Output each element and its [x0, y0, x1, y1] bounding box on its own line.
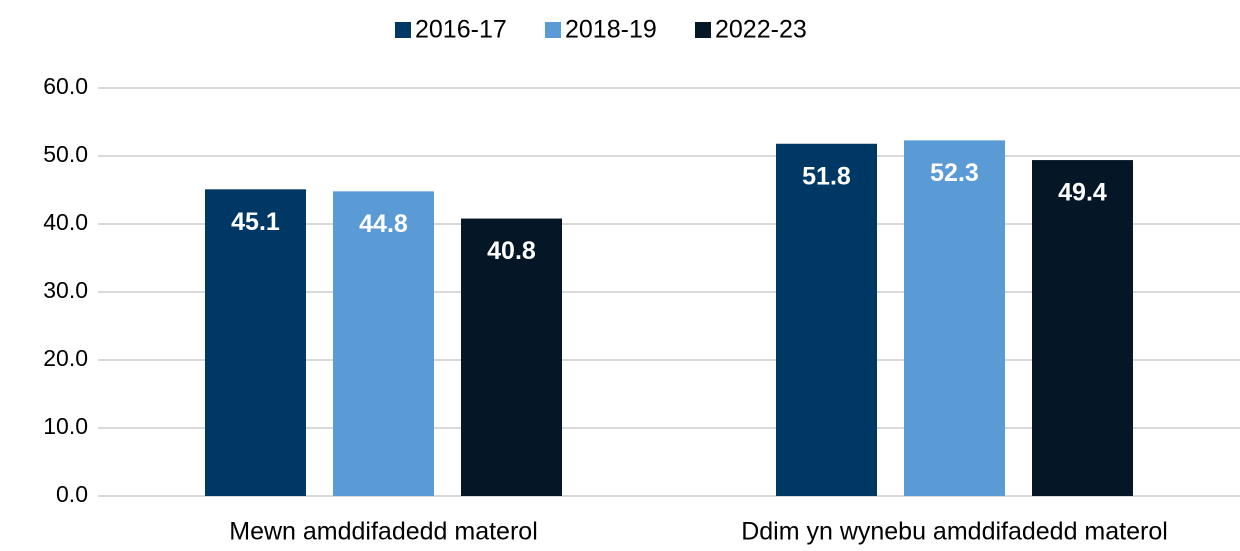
legend-swatch [545, 22, 561, 38]
legend-label: 2018-19 [565, 16, 657, 44]
data-label: 44.8 [359, 210, 408, 238]
y-tick-label: 30.0 [43, 277, 88, 303]
y-tick-label: 60.0 [43, 73, 88, 99]
data-label: 51.8 [802, 162, 851, 190]
bar [461, 218, 562, 496]
data-label: 45.1 [231, 208, 280, 236]
data-label: 40.8 [487, 237, 536, 265]
x-tick-label: Ddim yn wynebu amddifadedd materol [741, 518, 1168, 546]
legend-label: 2022-23 [715, 16, 807, 44]
bar [776, 143, 877, 496]
x-tick-label: Mewn amddifadedd materol [229, 518, 538, 546]
data-label: 49.4 [1058, 179, 1107, 207]
y-tick-label: 0.0 [56, 481, 88, 507]
legend-swatch [695, 22, 711, 38]
data-label: 52.3 [930, 159, 979, 187]
y-tick-label: 20.0 [43, 345, 88, 371]
bar [1032, 160, 1133, 496]
bar [205, 189, 306, 496]
bar [333, 191, 434, 497]
y-tick-label: 50.0 [43, 141, 88, 167]
legend-label: 2016-17 [415, 16, 507, 44]
legend-swatch [395, 22, 411, 38]
y-tick-label: 10.0 [43, 413, 88, 439]
y-tick-label: 40.0 [43, 209, 88, 235]
bar [904, 140, 1005, 497]
